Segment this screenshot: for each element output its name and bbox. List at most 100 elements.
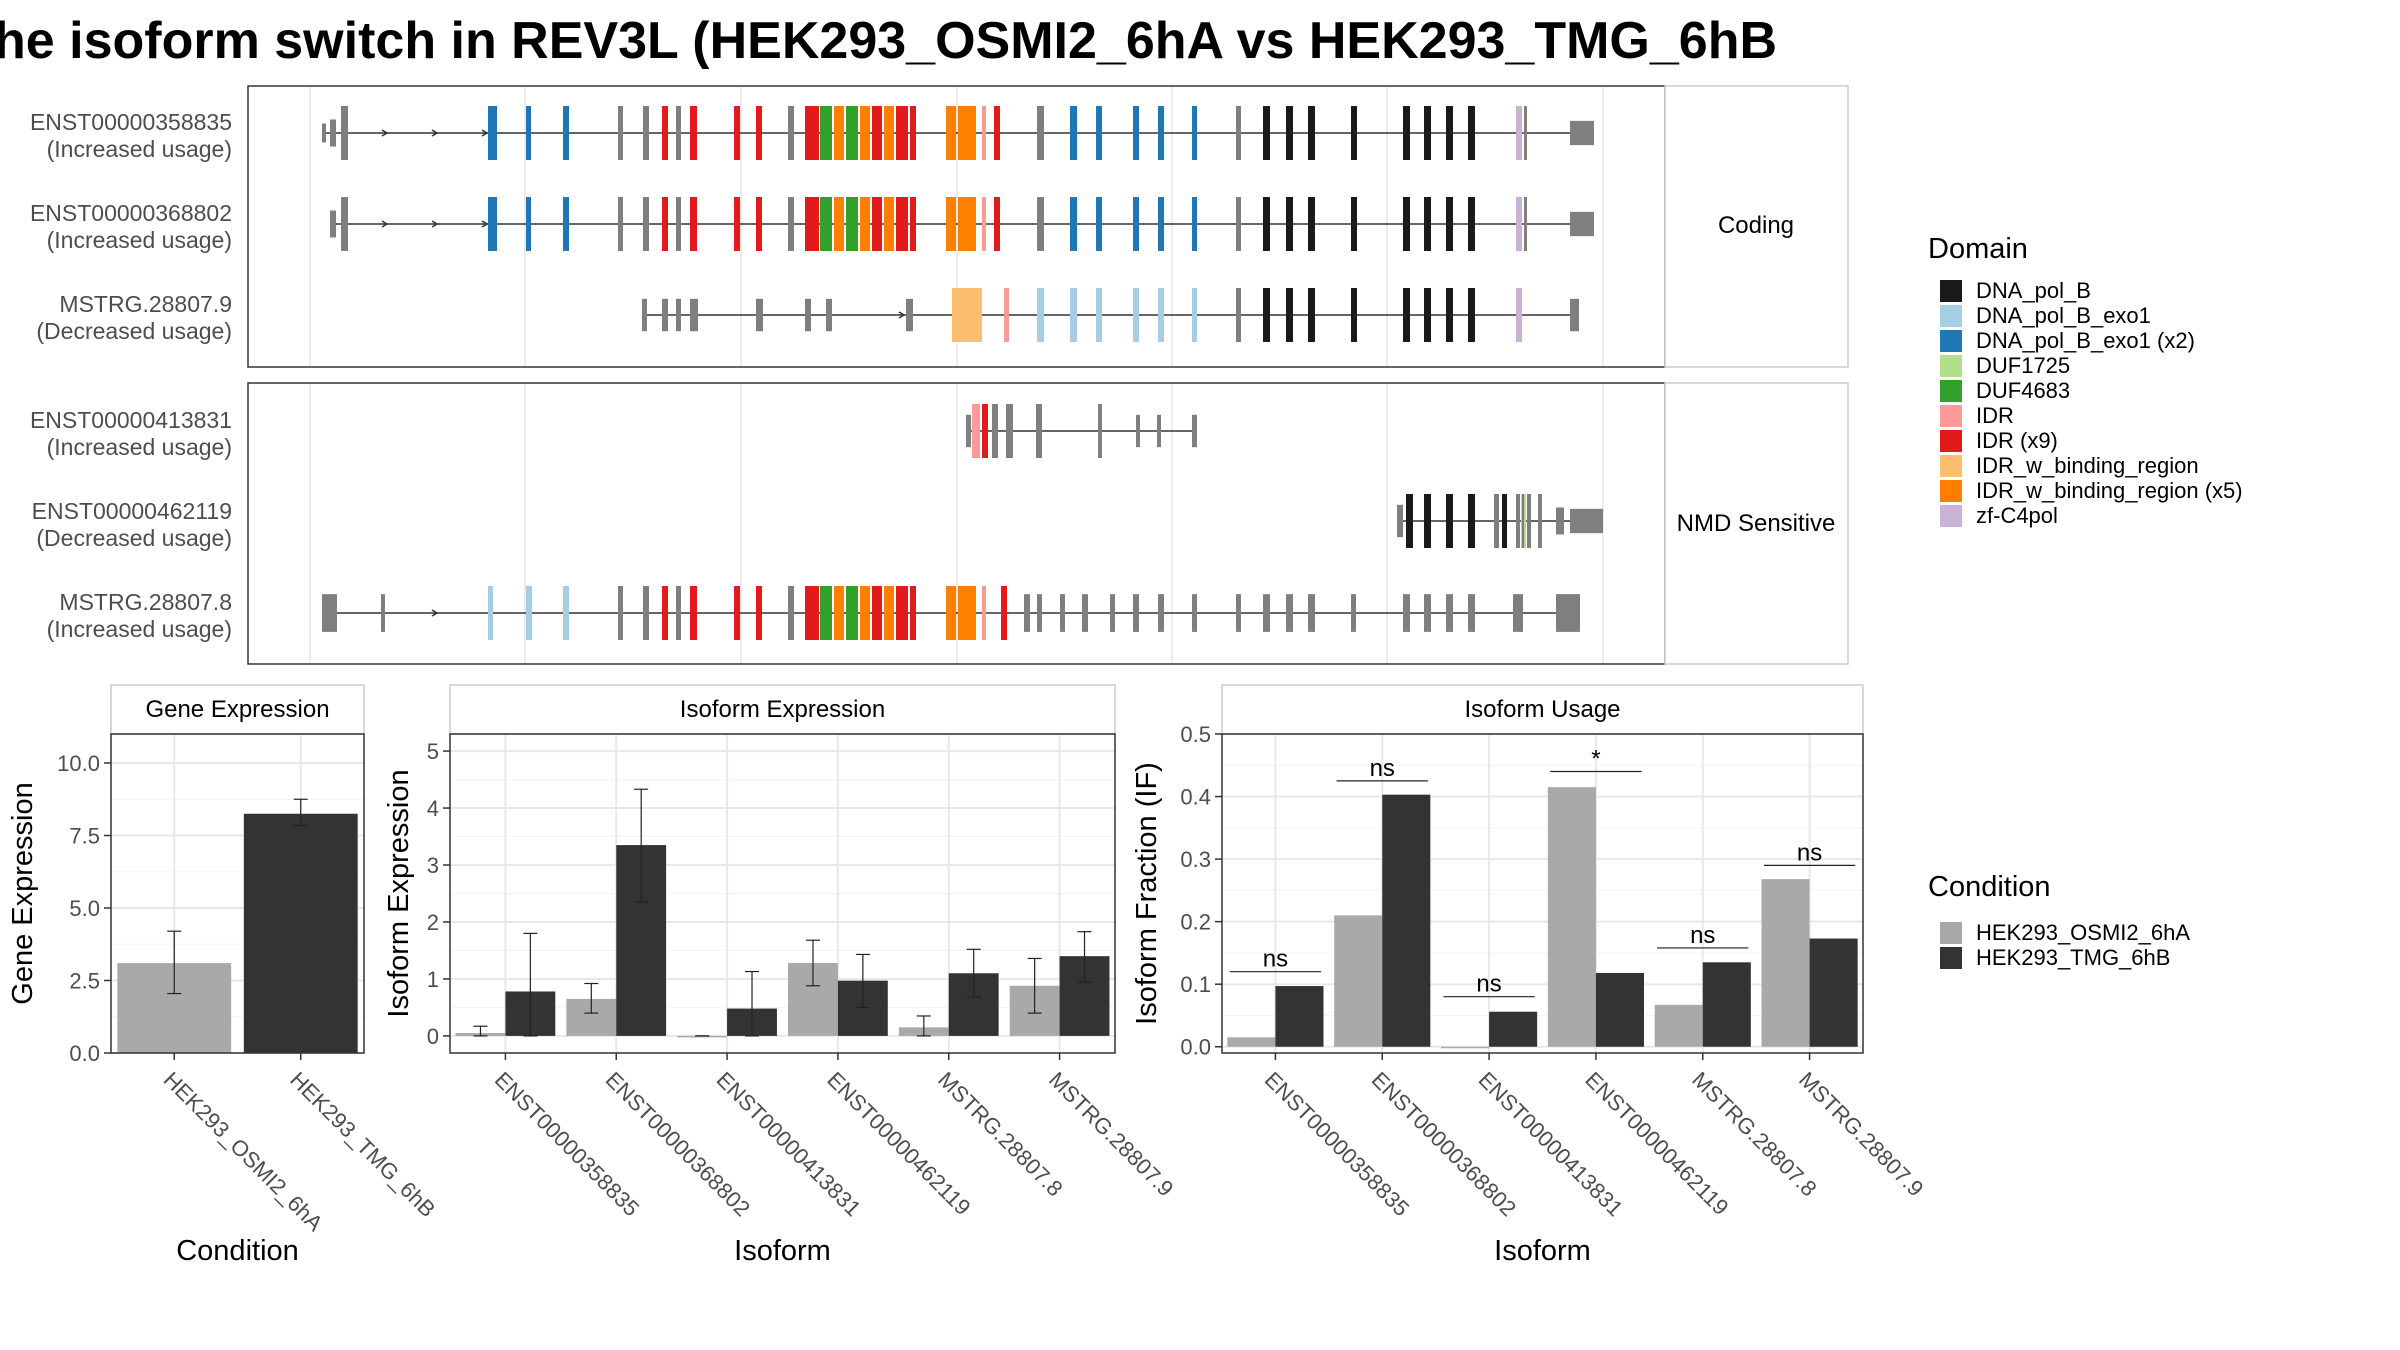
bar — [243, 813, 358, 1053]
strip-label-nmd-sensitive: NMD Sensitive — [1677, 510, 1836, 537]
domain-legend: Domain DNA_pol_BDNA_pol_B_exo1DNA_pol_B_… — [1928, 233, 2243, 528]
y-tick-label: 10.0 — [57, 751, 100, 776]
y-tick-label: 0 — [427, 1024, 439, 1049]
legend-label: DNA_pol_B — [1976, 278, 2091, 303]
y-tick-label: 4 — [427, 796, 439, 821]
isoform-label-note: (Increased usage) — [47, 616, 232, 642]
legend-swatch — [1940, 455, 1962, 477]
significance-label: ns — [1370, 755, 1395, 782]
gene-expression-chart: Gene Expression0.02.55.07.510.0HEK293_OS… — [7, 684, 440, 1267]
x-axis-label: Isoform — [1494, 1235, 1591, 1267]
y-tick-label: 3 — [427, 853, 439, 878]
panel-title: Isoform Expression — [680, 696, 885, 723]
legend-swatch — [1940, 480, 1962, 502]
legend-swatch — [1940, 405, 1962, 427]
panel-strip — [1221, 684, 1864, 735]
legend-label: HEK293_TMG_6hB — [1976, 945, 2170, 970]
significance-label: ns — [1797, 839, 1822, 866]
bar — [1809, 938, 1858, 1047]
isoform-label-id: ENST00000413831 — [30, 407, 232, 433]
isoform-usage-chart: Isoform Usage0.00.10.20.30.40.5ENST00000… — [1131, 684, 1928, 1267]
bar — [1702, 962, 1751, 1047]
legend-label: DNA_pol_B_exo1 (x2) — [1976, 328, 2195, 353]
y-tick-label: 0.5 — [1180, 722, 1211, 747]
x-axis-label: Isoform — [734, 1235, 831, 1267]
figure-title: he isoform switch in REV3L (HEK293_OSMI2… — [0, 12, 1777, 70]
y-tick-label: 0.1 — [1180, 972, 1211, 997]
legend-label: HEK293_OSMI2_6hA — [1976, 920, 2190, 945]
isoform-label-note: (Increased usage) — [47, 434, 232, 460]
y-tick-label: 5.0 — [69, 896, 100, 921]
x-axis-label: Condition — [176, 1235, 299, 1267]
y-tick-label: 2.5 — [69, 969, 100, 994]
legend-label: DUF4683 — [1976, 378, 2070, 403]
isoform-label-id: MSTRG.28807.9 — [59, 291, 232, 317]
strip-label-coding: Coding — [1718, 212, 1794, 239]
significance-label: ns — [1476, 971, 1501, 998]
isoform-label-id: ENST00000368802 — [30, 200, 232, 226]
legend-label: IDR_w_binding_region — [1976, 453, 2199, 478]
legend-label: IDR_w_binding_region (x5) — [1976, 478, 2243, 503]
significance-label: * — [1591, 746, 1600, 773]
bar — [1227, 1037, 1276, 1047]
bar — [1595, 972, 1644, 1047]
legend-swatch — [1940, 355, 1962, 377]
y-tick-label: 0.2 — [1180, 910, 1211, 935]
legend-label: IDR — [1976, 403, 2014, 428]
significance-label: ns — [1263, 946, 1288, 973]
significance-label: ns — [1690, 922, 1715, 949]
legend-swatch — [1940, 280, 1962, 302]
panel-frame — [110, 733, 365, 1054]
isoform-label-note: (Decreased usage) — [36, 318, 232, 344]
panel-frame — [449, 733, 1116, 1054]
y-tick-label: 5 — [427, 739, 439, 764]
domain-legend-title: Domain — [1928, 233, 2028, 265]
y-tick-label: 2 — [427, 910, 439, 935]
y-axis-label: Gene Expression — [7, 782, 39, 1004]
bar — [1382, 794, 1431, 1047]
legend-swatch — [1940, 505, 1962, 527]
condition-legend-title: Condition — [1928, 871, 2051, 903]
bar — [1489, 1011, 1538, 1047]
bar — [1761, 879, 1810, 1047]
isoform-label-id: MSTRG.28807.8 — [59, 589, 232, 615]
isoform-label-note: (Increased usage) — [47, 227, 232, 253]
bar — [677, 1035, 728, 1038]
y-axis-label: Isoform Expression — [383, 769, 415, 1017]
isoform-label-id: ENST00000462119 — [32, 498, 232, 524]
isoform-label-note: (Decreased usage) — [36, 525, 232, 551]
y-tick-label: 0.0 — [69, 1041, 100, 1066]
bar — [1334, 915, 1383, 1047]
isoform-label-id: ENST00000358835 — [30, 109, 232, 135]
y-axis-label: Isoform Fraction (IF) — [1131, 762, 1163, 1025]
y-tick-label: 0.4 — [1180, 785, 1211, 810]
legend-swatch — [1940, 922, 1962, 944]
isoform-structure-panel: Coding NMD Sensitive ENST00000358835 (In… — [30, 85, 1849, 665]
y-tick-label: 7.5 — [69, 824, 100, 849]
legend-label: zf-C4pol — [1976, 503, 2058, 528]
isoform-expression-chart: Isoform Expression012345ENST00000358835E… — [383, 684, 1178, 1267]
legend-swatch — [1940, 305, 1962, 327]
panel-frame — [1221, 733, 1864, 1054]
y-tick-label: 0.0 — [1180, 1035, 1211, 1060]
bar — [1547, 787, 1596, 1047]
y-tick-label: 1 — [427, 967, 439, 992]
strip-nmd-sensitive — [1664, 382, 1849, 665]
strip-coding — [1664, 85, 1849, 368]
legend-swatch — [1940, 330, 1962, 352]
legend-swatch — [1940, 430, 1962, 452]
panel-title: Isoform Usage — [1464, 696, 1620, 723]
legend-swatch — [1940, 947, 1962, 969]
legend-swatch — [1940, 380, 1962, 402]
bar — [1275, 986, 1324, 1047]
panel-strip — [110, 684, 365, 735]
y-tick-label: 0.3 — [1180, 847, 1211, 872]
legend-label: DUF1725 — [1976, 353, 2070, 378]
legend-label: DNA_pol_B_exo1 — [1976, 303, 2151, 328]
legend-label: IDR (x9) — [1976, 428, 2058, 453]
bar — [1654, 1004, 1703, 1047]
panel-strip — [449, 684, 1116, 735]
isoform-label-note: (Increased usage) — [47, 136, 232, 162]
